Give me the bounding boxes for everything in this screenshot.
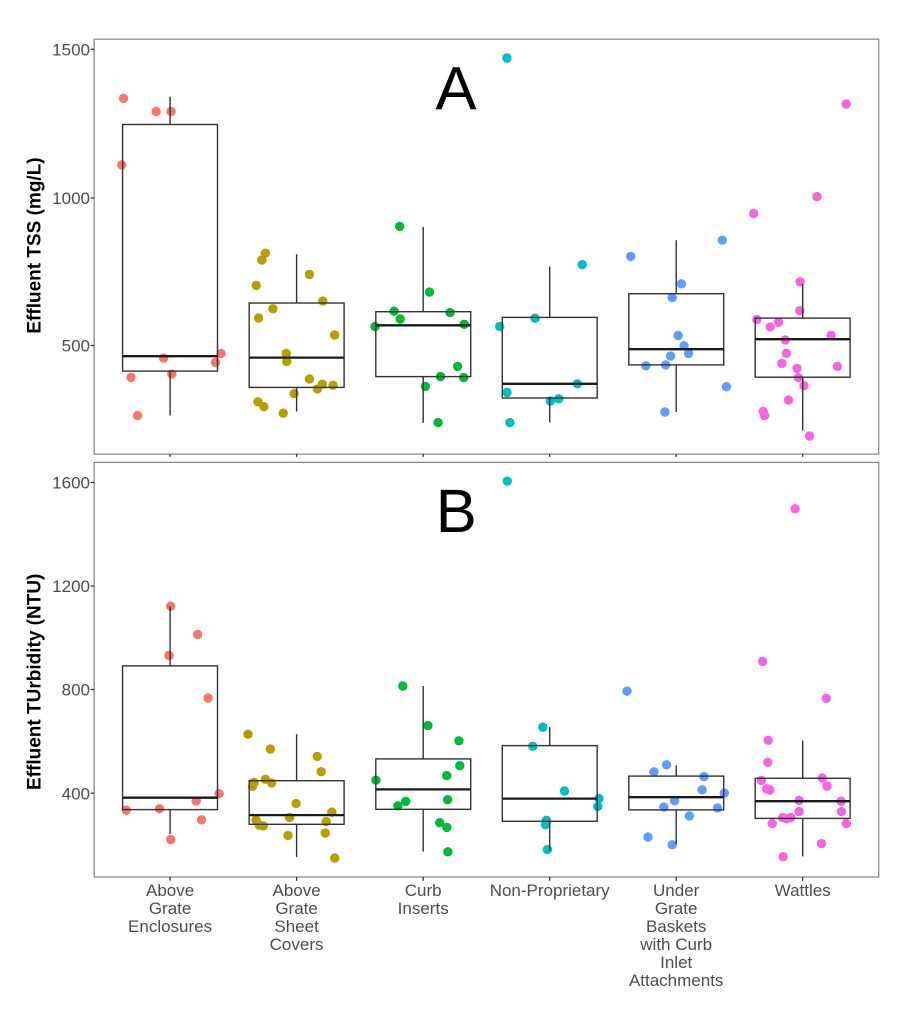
svg-text:Grate: Grate [149,899,192,918]
svg-text:800: 800 [62,681,90,700]
svg-text:Grate: Grate [275,899,318,918]
svg-text:400: 400 [62,784,90,803]
svg-text:1600: 1600 [52,474,90,493]
svg-text:500: 500 [62,337,90,356]
svg-text:Baskets: Baskets [646,917,706,936]
svg-text:Curb: Curb [405,881,442,900]
svg-text:Wattles: Wattles [775,881,831,900]
svg-text:with Curb: with Curb [639,935,712,954]
svg-text:Inserts: Inserts [398,899,449,918]
svg-text:A: A [435,55,476,124]
svg-text:Under: Under [653,881,700,900]
svg-text:Effluent TSS (mg/L): Effluent TSS (mg/L) [25,157,46,333]
svg-text:Attachments: Attachments [629,971,724,990]
svg-text:Covers: Covers [270,935,324,954]
svg-text:Inlet: Inlet [660,953,692,972]
svg-text:Enclosures: Enclosures [128,917,212,936]
svg-text:Non-Proprietary: Non-Proprietary [490,881,610,900]
svg-text:B: B [436,477,477,546]
svg-text:Sheet: Sheet [274,917,319,936]
svg-text:Above: Above [146,881,194,900]
svg-text:1000: 1000 [52,189,90,208]
svg-text:1500: 1500 [52,40,90,59]
svg-text:Grate: Grate [655,899,698,918]
svg-text:1200: 1200 [52,577,90,596]
svg-text:Effluent TUrbidity (NTU): Effluent TUrbidity (NTU) [25,574,46,790]
svg-text:Above: Above [272,881,320,900]
